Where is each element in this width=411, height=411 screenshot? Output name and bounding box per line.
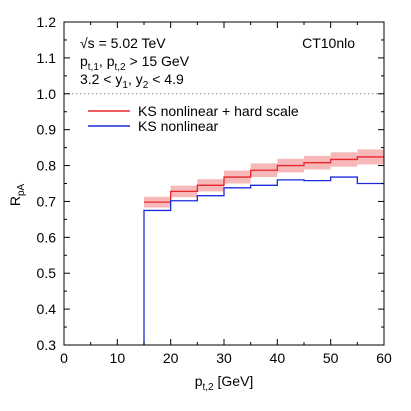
x-tick-label: 60 bbox=[376, 350, 392, 366]
y-tick-label: 0.9 bbox=[37, 122, 57, 138]
annotation-y1-base: 3.2 < y bbox=[80, 71, 122, 87]
legend-label-hard-scale: KS nonlinear + hard scale bbox=[138, 103, 299, 119]
y-tick-label: 0.8 bbox=[37, 158, 57, 174]
x-tick-label: 0 bbox=[60, 350, 68, 366]
annotation-pt1-base: p bbox=[80, 53, 88, 69]
annotation-pt2-sub: t,2 bbox=[115, 62, 127, 73]
annotation-pt1-sub: t,1 bbox=[88, 62, 100, 73]
y-axis-label-sub: pA bbox=[16, 183, 27, 196]
annotation-y2-sub: 2 bbox=[143, 80, 149, 91]
legend: KS nonlinear + hard scale KS nonlinear bbox=[88, 103, 299, 134]
x-axis-label-sub: t,2 bbox=[202, 382, 214, 393]
y-axis-label: RpA bbox=[7, 183, 27, 206]
x-tick-label: 50 bbox=[323, 350, 339, 366]
x-tick-label: 10 bbox=[110, 350, 126, 366]
annotation-y1-sub: 1 bbox=[122, 80, 128, 91]
y-tick-label: 1.1 bbox=[37, 50, 57, 66]
annotation-pdf: CT10nlo bbox=[302, 35, 355, 51]
x-tick-label: 20 bbox=[163, 350, 179, 366]
series-line-nonlinear bbox=[143, 176, 384, 345]
x-tick-label: 30 bbox=[216, 350, 232, 366]
x-axis-label-unit: [GeV] bbox=[214, 373, 254, 389]
legend-label-nonlinear: KS nonlinear bbox=[138, 118, 219, 134]
y-tick-label: 0.4 bbox=[37, 301, 57, 317]
annotation-pt2-base: , p bbox=[99, 53, 115, 69]
x-tick-label: 40 bbox=[270, 350, 286, 366]
series-line-hard-scale bbox=[144, 156, 384, 203]
annotation-rapidity-cut: 3.2 < y1, y2 < 4.9 bbox=[80, 71, 184, 91]
annotation-pt-tail: > 15 GeV bbox=[126, 53, 190, 69]
x-axis-label-base: p bbox=[195, 373, 203, 389]
x-axis-label: pt,2 [GeV] bbox=[195, 373, 254, 393]
y-axis-label-base: R bbox=[7, 196, 23, 206]
y-tick-label: 1.0 bbox=[37, 86, 57, 102]
y-tick-label: 1.2 bbox=[37, 14, 57, 30]
y-tick-label: 0.6 bbox=[37, 229, 57, 245]
annotation-pt-cut: pt,1, pt,2 > 15 GeV bbox=[80, 53, 190, 73]
annotation-rapidity-tail: < 4.9 bbox=[148, 71, 184, 87]
annotation-energy: √s = 5.02 TeV bbox=[80, 35, 166, 51]
y-tick-label: 0.7 bbox=[37, 193, 57, 209]
y-tick-label: 0.3 bbox=[37, 337, 57, 353]
axes-layer: 0 10 20 30 40 50 60 0.3 0.4 0.5 0.6 0.7 0.8 0.9 1.0 1.1… bbox=[37, 14, 392, 366]
annotation-y2-base: , y bbox=[128, 71, 143, 87]
series-layer bbox=[143, 149, 384, 345]
y-tick-label: 0.5 bbox=[37, 265, 57, 281]
